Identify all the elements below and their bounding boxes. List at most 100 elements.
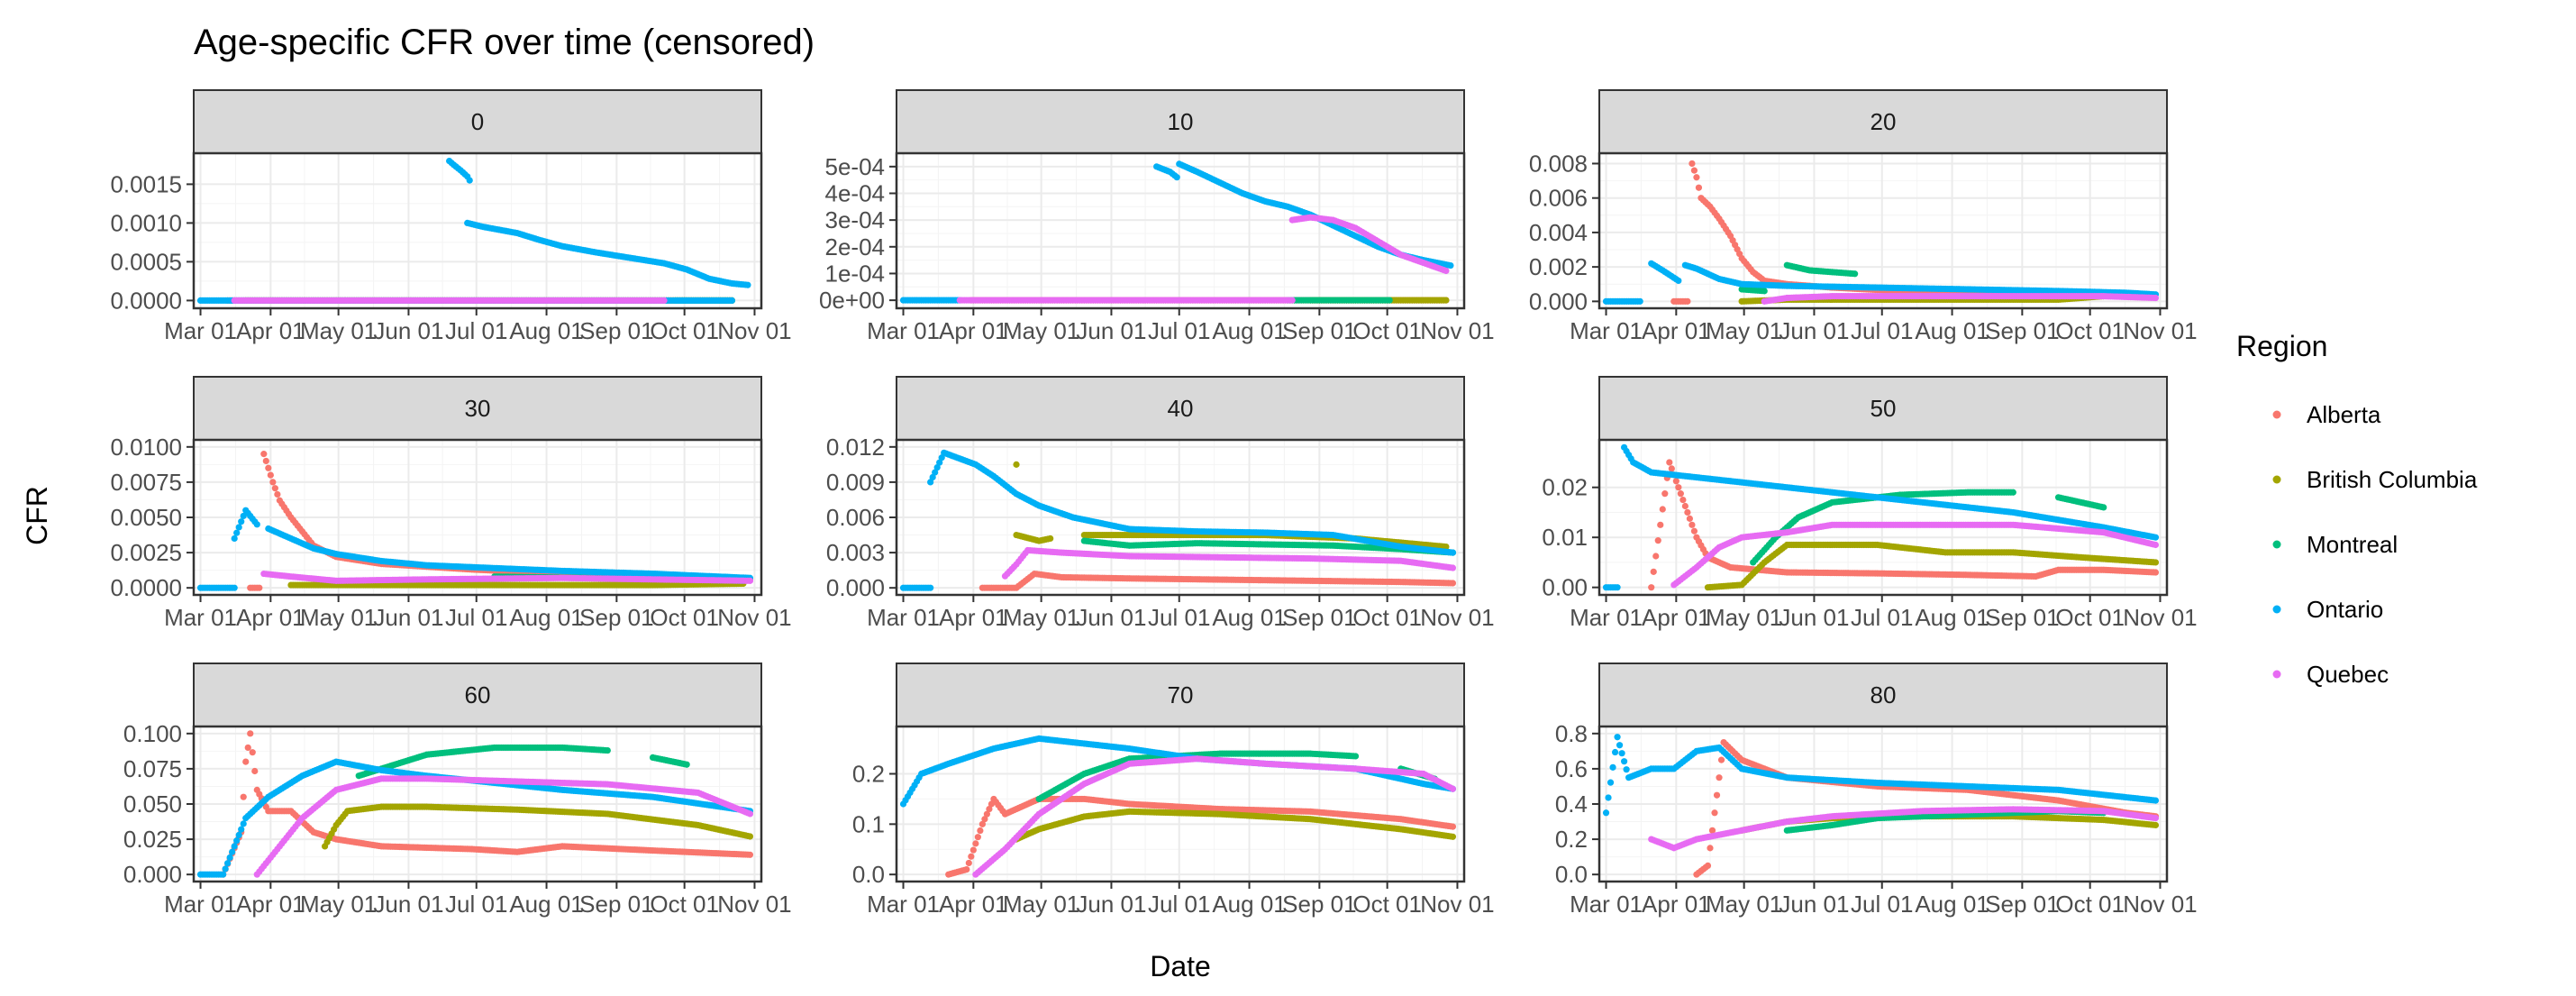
x-tick-label: Jun 01: [1076, 604, 1146, 631]
data-point: [1443, 268, 1449, 274]
x-tick-label: Nov 01: [1420, 317, 1494, 344]
data-point: [467, 178, 473, 184]
data-point: [729, 297, 735, 304]
x-tick-label: Mar 01: [867, 604, 940, 631]
x-tick-label: Oct 01: [650, 317, 719, 344]
series-montreal: [1285, 297, 1393, 304]
panel-background: [194, 153, 761, 308]
x-tick-label: Sep 01: [1282, 317, 1356, 344]
data-point: [1013, 461, 1019, 468]
data-point: [1652, 553, 1659, 559]
data-point: [1669, 465, 1675, 471]
x-tick-label: Jul 01: [445, 604, 507, 631]
y-tick-label: 4e-04: [825, 179, 886, 206]
x-tick-label: Apr 01: [236, 317, 305, 344]
y-tick-label: 0.0000: [110, 574, 182, 601]
data-point: [1761, 288, 1768, 294]
y-tick-label: 0.0010: [110, 209, 182, 236]
x-tick-label: Nov 01: [717, 317, 791, 344]
facet-strip-label: 20: [1871, 108, 1897, 135]
data-point: [272, 485, 278, 491]
data-point: [1447, 262, 1453, 269]
data-point: [1852, 270, 1858, 277]
data-point: [1047, 535, 1053, 542]
data-point: [232, 585, 238, 591]
data-point: [1675, 484, 1681, 490]
x-tick-label: Mar 01: [867, 317, 940, 344]
facet-strip-label: 40: [1168, 395, 1194, 422]
x-tick-label: Nov 01: [2123, 317, 2197, 344]
x-tick-label: May 01: [300, 317, 377, 344]
data-point: [274, 491, 280, 498]
x-tick-label: May 01: [1706, 317, 1782, 344]
y-tick-label: 0.003: [826, 539, 885, 566]
facet-strip-label: 50: [1871, 395, 1897, 422]
y-tick-label: 0.008: [1529, 150, 1588, 177]
x-tick-label: May 01: [300, 604, 377, 631]
y-tick-label: 0.0050: [110, 504, 182, 531]
x-tick-label: Jun 01: [1779, 317, 1849, 344]
x-tick-label: Jul 01: [445, 317, 507, 344]
data-point: [269, 479, 276, 485]
y-tick-label: 0.004: [1529, 219, 1588, 246]
data-point: [1666, 459, 1672, 465]
y-tick-label: 0.0100: [110, 434, 182, 461]
y-tick-label: 0.0000: [110, 287, 182, 314]
chart-title: Age-specific CFR over time (censored): [194, 23, 815, 62]
data-point: [263, 458, 269, 464]
y-axis-title: CFR: [21, 486, 53, 545]
x-tick-label: Apr 01: [939, 604, 1008, 631]
data-point: [1689, 522, 1695, 528]
x-tick-label: Apr 01: [1642, 317, 1711, 344]
x-tick-label: Sep 01: [579, 604, 653, 631]
data-point: [1387, 297, 1393, 304]
data-point: [927, 585, 933, 591]
x-tick-label: Oct 01: [2055, 317, 2125, 344]
data-point: [236, 524, 242, 530]
x-tick-label: Aug 01: [1212, 604, 1286, 631]
data-point: [1637, 298, 1643, 305]
data-point: [1691, 168, 1698, 174]
data-point: [1689, 160, 1695, 167]
data-point: [260, 451, 267, 457]
x-tick-label: Jul 01: [1148, 604, 1210, 631]
data-point: [268, 471, 274, 478]
data-point: [1684, 298, 1690, 305]
data-point: [747, 578, 753, 584]
panel-background: [897, 153, 1464, 308]
data-point: [1684, 509, 1690, 516]
x-tick-label: Sep 01: [1282, 604, 1356, 631]
y-tick-label: 2e-04: [825, 233, 886, 260]
data-point: [1678, 490, 1684, 497]
x-tick-label: Sep 01: [1985, 317, 2059, 344]
series-quebec: [232, 297, 668, 304]
x-tick-label: Oct 01: [650, 604, 719, 631]
data-point: [1450, 564, 1456, 571]
facet-strip-label: 10: [1168, 108, 1194, 135]
x-tick-label: Mar 01: [1570, 317, 1643, 344]
data-point: [1693, 174, 1699, 180]
data-point: [1687, 516, 1693, 522]
x-tick-label: Nov 01: [1420, 604, 1494, 631]
x-tick-label: Jun 01: [373, 604, 443, 631]
data-point: [1655, 537, 1661, 544]
data-point: [1651, 569, 1657, 575]
y-tick-label: 0.0005: [110, 248, 182, 275]
data-point: [2153, 295, 2159, 301]
x-tick-label: Mar 01: [164, 604, 237, 631]
data-point: [1661, 490, 1668, 497]
x-axis-title: Date: [1150, 950, 1211, 982]
y-tick-label: 0.0025: [110, 539, 182, 566]
data-point: [1648, 584, 1654, 590]
x-tick-label: Aug 01: [1212, 317, 1286, 344]
